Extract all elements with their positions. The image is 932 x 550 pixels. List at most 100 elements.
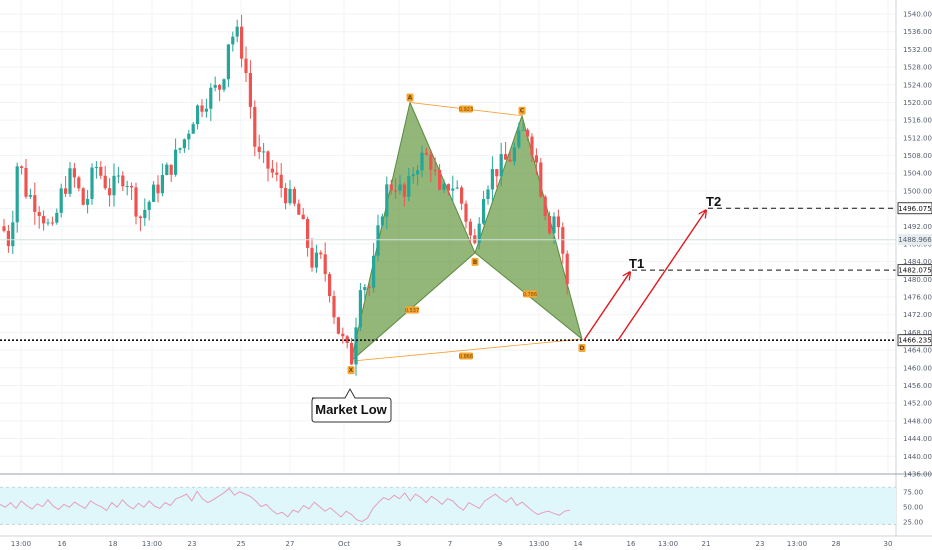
- price-tag-label: 1466.235: [898, 337, 931, 345]
- candle-body: [398, 184, 402, 191]
- time-tick-label: 16: [58, 540, 67, 548]
- time-axis[interactable]: 13:00 16 18 13:00 23 25 27 Oct 3 7 9 13:00 14 16 13:00…: [11, 540, 893, 548]
- candle-body: [94, 166, 98, 168]
- price-tick-label: 1492.000: [903, 223, 932, 231]
- price-tag-label: 1496.075: [898, 205, 931, 213]
- price-tick-label: 1468.000: [903, 329, 932, 337]
- candlestick-series: [2, 14, 569, 376]
- candle-body: [11, 222, 15, 247]
- price-tick-label: 1504.000: [903, 170, 932, 178]
- time-tick-label: 28: [832, 540, 841, 548]
- candle-body: [257, 146, 261, 152]
- rsi-axis: 75.00 50.00 25.00: [903, 488, 923, 526]
- candle-body: [116, 175, 120, 177]
- price-tick-label: 1508.000: [903, 152, 932, 160]
- candle-body: [310, 247, 314, 268]
- price-tick-label: 1484.000: [903, 258, 932, 266]
- rsi-line: [0, 487, 571, 522]
- candle-body: [121, 175, 125, 187]
- pattern-triangle-xab: [350, 100, 476, 363]
- candle-body: [354, 327, 358, 365]
- candle-body: [543, 196, 547, 216]
- pattern-xd-line: [350, 338, 583, 362]
- candle-body: [455, 187, 459, 189]
- pattern-point-c-badge: [518, 106, 526, 115]
- candle-body: [226, 44, 230, 80]
- price-tick-label: 1520.000: [903, 99, 932, 107]
- candle-body: [424, 152, 428, 155]
- ratio-label: 0.786: [523, 292, 537, 298]
- market-low-callout: Market Low: [311, 387, 392, 423]
- candle-body: [389, 184, 393, 191]
- price-tags: 1496.075 1488.966 1482.075 1466.235: [897, 202, 932, 347]
- candle-body: [187, 133, 191, 140]
- candle-body: [468, 221, 472, 236]
- candle-body: [508, 159, 512, 162]
- candle-body: [297, 203, 301, 215]
- candle-body: [182, 139, 186, 149]
- time-tick-label: 23: [188, 540, 197, 548]
- candle-body: [160, 174, 164, 194]
- ratio-label: 0.866: [459, 354, 473, 360]
- candle-body: [530, 136, 534, 156]
- time-tick-label: Oct: [338, 540, 350, 548]
- candle-body: [138, 216, 142, 219]
- candle-body: [279, 174, 283, 189]
- pattern-point-x-label: X: [349, 367, 354, 374]
- candle-body: [33, 195, 37, 212]
- candle-body: [464, 203, 468, 222]
- price-tick-label: 1536.000: [903, 28, 932, 36]
- candle-body: [460, 187, 464, 204]
- candle-body: [204, 108, 208, 112]
- candle-body: [332, 296, 336, 318]
- candle-body: [222, 79, 226, 90]
- rsi-band: [0, 487, 896, 525]
- candle-body: [394, 190, 398, 192]
- market-low-label: Market Low: [315, 402, 387, 417]
- overlay-annotations: [0, 207, 896, 342]
- candle-body: [244, 58, 248, 73]
- time-tick-label: 13:00: [529, 540, 549, 548]
- candle-body: [548, 215, 552, 234]
- candle-body: [323, 254, 327, 275]
- candle-body: [209, 87, 213, 109]
- candle-body: [504, 154, 508, 160]
- arrow-to-t2: [617, 210, 706, 341]
- candle-body: [301, 214, 305, 220]
- time-tick-label: 3: [397, 540, 401, 548]
- time-tick-label: 16: [627, 540, 636, 548]
- candle-body: [539, 162, 543, 197]
- pattern-point-a-label: A: [408, 94, 413, 101]
- pattern-point-a-badge: [406, 93, 414, 102]
- candle-body: [248, 72, 252, 107]
- candle-body: [407, 176, 411, 197]
- candle-body: [512, 147, 516, 162]
- candle-body: [24, 167, 28, 197]
- candle-body: [446, 184, 450, 191]
- candle-body: [292, 188, 296, 204]
- candle-body: [213, 84, 217, 88]
- candle-body: [438, 169, 442, 190]
- candle-body: [319, 252, 323, 255]
- candle-body: [191, 124, 195, 134]
- candle-body: [350, 343, 354, 365]
- candle-body: [64, 188, 68, 194]
- candle-body: [345, 336, 349, 344]
- candle-body: [477, 223, 481, 244]
- candle-body: [90, 167, 94, 200]
- candle-body: [385, 184, 389, 217]
- price-tick-label: 1532.000: [903, 46, 932, 54]
- price-tag-label: 1488.966: [898, 236, 932, 244]
- candle-body: [50, 222, 54, 224]
- candle-body: [367, 287, 371, 289]
- candle-body: [517, 130, 521, 148]
- candle-body: [165, 164, 169, 175]
- candle-body: [143, 209, 147, 219]
- candle-body: [451, 188, 455, 191]
- candle-body: [565, 253, 569, 285]
- candle-body: [561, 227, 565, 254]
- candle-body: [521, 129, 525, 131]
- candle-body: [108, 188, 112, 196]
- candle-body: [416, 170, 420, 175]
